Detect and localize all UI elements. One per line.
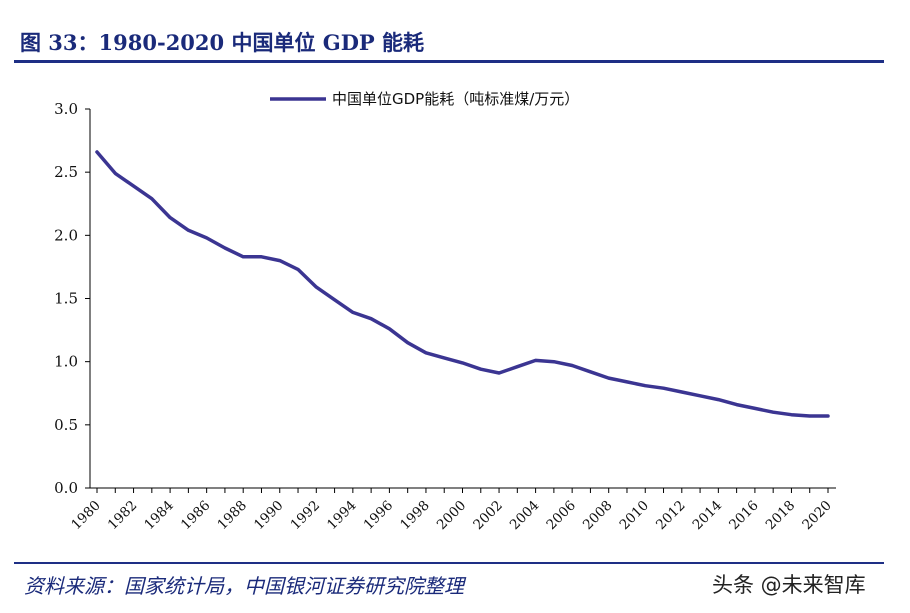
x-tick-label: 1998 xyxy=(397,498,433,534)
data-point xyxy=(625,380,629,384)
data-point xyxy=(168,216,172,219)
y-axis-ticks: 0.0 0.5 1.0 1.5 2.0 2.5 3.0 xyxy=(54,100,90,497)
data-point xyxy=(242,255,245,259)
y-tick-label: 0.0 xyxy=(54,479,78,497)
x-tick-label: 2014 xyxy=(690,498,726,534)
figure-title: 图 33：1980-2020 中国单位 GDP 能耗 xyxy=(20,30,425,55)
data-point xyxy=(388,327,391,331)
data-point xyxy=(315,285,318,289)
x-tick-label: 2008 xyxy=(580,498,616,534)
data-point xyxy=(351,311,355,314)
legend-label: 中国单位GDP能耗（吨标准煤/万元） xyxy=(332,90,579,108)
legend: 中国单位GDP能耗（吨标准煤/万元） xyxy=(270,90,579,108)
x-tick-label: 1990 xyxy=(251,498,287,534)
x-tick-label: 2016 xyxy=(726,498,762,534)
data-point xyxy=(698,394,702,397)
watermark: 头条 @未来智库 xyxy=(712,573,866,597)
data-point xyxy=(95,150,99,154)
data-point xyxy=(534,359,537,362)
data-point xyxy=(826,414,830,418)
x-tick-label: 1986 xyxy=(178,498,214,534)
data-point xyxy=(753,407,757,410)
data-point xyxy=(260,255,263,259)
data-point xyxy=(114,172,117,175)
data-point xyxy=(607,376,610,380)
y-tick-label: 1.0 xyxy=(54,353,78,371)
x-tick-label: 2002 xyxy=(470,498,506,534)
x-tick-label: 1992 xyxy=(288,498,324,534)
x-tick-label: 2010 xyxy=(616,498,652,534)
data-point xyxy=(662,386,665,390)
data-point xyxy=(479,368,482,371)
x-tick-label: 1982 xyxy=(105,498,141,534)
data-point xyxy=(790,413,793,416)
data-point xyxy=(644,384,647,387)
data-point xyxy=(516,365,519,368)
data-point xyxy=(424,351,428,355)
axes xyxy=(89,109,836,489)
data-point xyxy=(497,371,501,375)
data-point xyxy=(333,298,336,301)
data-point xyxy=(296,268,300,271)
x-tick-label: 2012 xyxy=(653,498,689,534)
data-point xyxy=(680,390,683,394)
data-point xyxy=(187,229,190,232)
x-tick-label: 1994 xyxy=(324,498,360,534)
x-tick-label: 1996 xyxy=(361,498,397,534)
data-point xyxy=(570,364,574,367)
x-tick-label: 1988 xyxy=(214,498,250,534)
x-tick-label: 2020 xyxy=(799,498,835,534)
bottom-rule xyxy=(14,562,884,564)
top-rule xyxy=(14,60,884,63)
x-tick-label: 2004 xyxy=(507,498,543,534)
data-point xyxy=(406,341,409,344)
data-point xyxy=(552,360,556,363)
data-point xyxy=(589,370,592,373)
source-note: 资料来源：国家统计局，中国银河证券研究院整理 xyxy=(24,574,464,598)
data-point xyxy=(223,246,227,250)
data-point xyxy=(150,197,154,200)
y-tick-label: 0.5 xyxy=(54,416,78,434)
line-chart: 0.00.51.01.52.02.53.0 1980 1982 1984 1986 19… xyxy=(54,90,836,533)
x-tick-label: 1984 xyxy=(141,498,177,534)
x-tick-label: 2000 xyxy=(434,498,470,534)
x-tick-label: 1980 xyxy=(68,498,104,534)
x-tick-label: 2018 xyxy=(763,498,799,534)
data-point xyxy=(443,356,446,360)
y-tick-label: 2.5 xyxy=(54,163,78,181)
data-point xyxy=(132,184,135,188)
data-point xyxy=(369,317,373,320)
data-point xyxy=(771,411,775,414)
data-point xyxy=(278,259,281,262)
y-tick-label: 2.0 xyxy=(54,226,78,244)
data-point xyxy=(735,403,738,406)
data-point xyxy=(461,361,464,365)
data-point xyxy=(717,398,720,401)
data-point xyxy=(808,414,811,418)
series-layer xyxy=(95,150,830,418)
data-point xyxy=(205,236,208,240)
y-tick-label: 1.5 xyxy=(54,290,78,308)
x-axis-ticks: 1980 1982 1984 1986 1988 1990 1992 1994 1996 1998… xyxy=(68,488,835,533)
series-line xyxy=(95,150,830,418)
x-tick-label: 2006 xyxy=(543,498,579,534)
y-tick-label: 3.0 xyxy=(54,100,78,118)
